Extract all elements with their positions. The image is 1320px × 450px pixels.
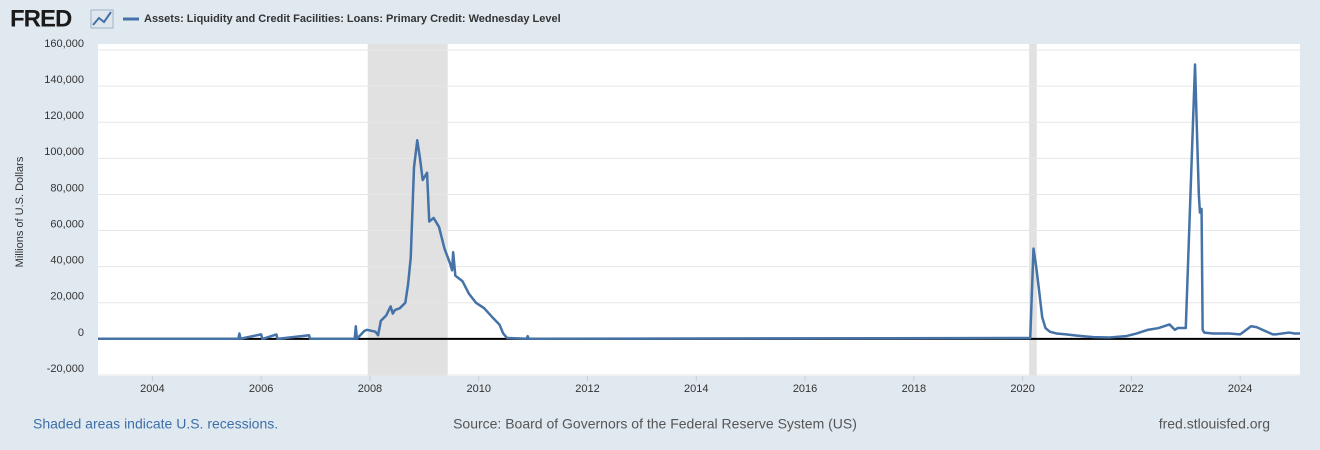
x-tick-label: 2008 — [358, 383, 382, 395]
y-tick-label: 140,000 — [44, 74, 84, 86]
logo-icon-line — [92, 11, 112, 26]
y-tick-label: -20,000 — [47, 363, 84, 375]
x-tick-label: 2024 — [1228, 383, 1252, 395]
source: Source: Board of Governors of the Federa… — [453, 416, 857, 432]
y-tick-label: 100,000 — [44, 146, 84, 158]
x-tick-label: 2020 — [1010, 383, 1034, 395]
x-tick-label: 2010 — [466, 383, 490, 395]
footer-note: Shaded areas indicate U.S. recessions. — [33, 416, 278, 432]
x-tick-label: 2018 — [902, 383, 926, 395]
y-tick-label: 40,000 — [50, 255, 84, 267]
logo-icon — [90, 9, 114, 29]
y-tick-label: 0 — [78, 327, 84, 339]
legend-label: Assets: Liquidity and Credit Facilities:… — [144, 13, 561, 25]
recession-shade — [1029, 44, 1037, 376]
y-tick-label: 80,000 — [50, 182, 84, 194]
y-tick-label: 60,000 — [50, 218, 84, 230]
x-tick-label: 2014 — [684, 383, 708, 395]
y-axis-label: Millions of U.S. Dollars — [14, 156, 26, 267]
plot-area — [98, 44, 1300, 376]
site-url: fred.stlouisfed.org — [1159, 416, 1270, 432]
series-line — [98, 63, 1300, 340]
y-tick-label: 160,000 — [44, 38, 84, 50]
logo: FRED — [10, 5, 72, 32]
x-tick-label: 2004 — [140, 383, 164, 395]
x-tick-label: 2006 — [249, 383, 273, 395]
y-tick-label: 20,000 — [50, 291, 84, 303]
x-tick-label: 2012 — [575, 383, 599, 395]
x-tick-label: 2016 — [793, 383, 817, 395]
x-tick-label: 2022 — [1119, 383, 1143, 395]
y-tick-label: 120,000 — [44, 110, 84, 122]
